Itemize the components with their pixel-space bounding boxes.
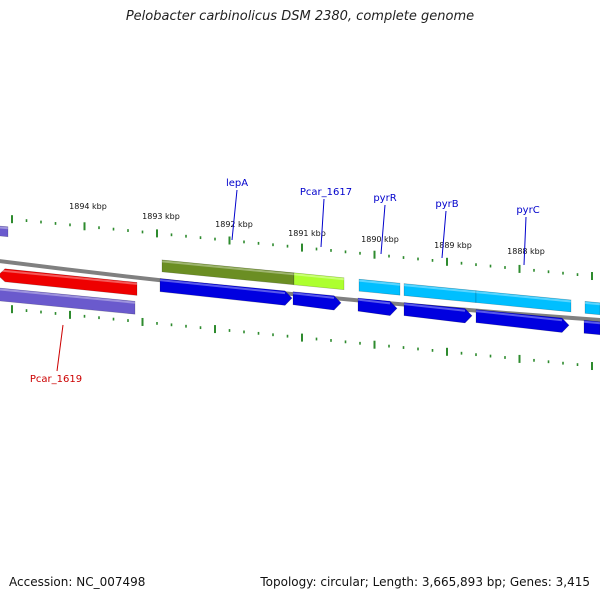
kbp-label: 1894 kbp bbox=[69, 202, 107, 211]
kbp-label: 1888 kbp bbox=[507, 247, 545, 256]
cog-feature-lepA-shade bbox=[161, 260, 295, 276]
cog-feature-edge bbox=[584, 300, 600, 316]
kbp-label: 1893 kbp bbox=[142, 212, 180, 221]
gene-label-pcar-1617: Pcar_1617 bbox=[300, 187, 352, 198]
cds-reverse-pcar-1619 bbox=[0, 287, 136, 315]
cog-feature-pyrC bbox=[475, 290, 572, 313]
cds-forward-pyrC bbox=[475, 309, 570, 333]
cog-feature-pyrB-shade bbox=[403, 284, 477, 294]
cog-feature-pyrR bbox=[358, 278, 401, 296]
gene-label-pyrB-leader bbox=[441, 210, 447, 259]
cds-forward-pyrC-shade bbox=[475, 310, 563, 322]
cds-forward-edge bbox=[583, 319, 600, 336]
cog-feature-edge-left bbox=[0, 225, 9, 238]
gene-feature-pcar-1619 bbox=[0, 268, 138, 296]
gene-label-pcar-1619: Pcar_1619 bbox=[30, 374, 82, 385]
kbp-label: 1890 kbp bbox=[361, 235, 399, 244]
gene-label-pcar-1617-leader bbox=[320, 198, 325, 248]
accession-label: Accession: NC_007498 bbox=[9, 575, 146, 589]
cds-forward-pyrB-shade bbox=[403, 303, 466, 312]
gene-label-pyrC: pyrC bbox=[516, 205, 539, 216]
cds-forward-edge-shade bbox=[583, 320, 600, 325]
gene-label-lepA-leader bbox=[231, 189, 238, 241]
cds-forward-pcar-1617-shade bbox=[292, 292, 335, 299]
gene-label-lepA: lepA bbox=[226, 178, 248, 189]
genome-summary: Topology: circular; Length: 3,665,893 bp… bbox=[260, 575, 590, 589]
cds-reverse-pcar-1619-shade bbox=[0, 288, 136, 304]
cog-feature-pyrC-shade bbox=[475, 291, 572, 303]
gene-feature-pcar-1619-shade bbox=[0, 269, 138, 285]
gene-label-pyrB: pyrB bbox=[435, 199, 458, 210]
cds-forward-lepA bbox=[159, 278, 293, 306]
cds-forward-lepA-shade bbox=[159, 279, 286, 295]
kbp-label: 1889 kbp bbox=[434, 241, 472, 250]
map-title: Pelobacter carbinolicus DSM 2380, comple… bbox=[125, 9, 475, 24]
cog-feature-edge-shade bbox=[584, 301, 600, 306]
cog-feature-pyrR-shade bbox=[358, 279, 401, 286]
cds-forward-pyrR-shade bbox=[357, 298, 391, 305]
gene-label-pcar-1619-leader bbox=[56, 324, 64, 372]
kbp-label: 1891 kbp bbox=[288, 229, 326, 238]
gene-label-pyrR-leader bbox=[380, 204, 386, 255]
cds-forward-pyrR bbox=[357, 297, 398, 316]
cog-feature-edge-left-shade bbox=[0, 226, 9, 230]
cds-forward-pcar-1617 bbox=[292, 291, 342, 311]
gene-label-pyrC-leader bbox=[523, 216, 527, 266]
cog-feature-pcar-1617 bbox=[293, 272, 345, 291]
cds-forward-pyrB bbox=[403, 302, 473, 324]
cog-feature-pcar-1617-shade bbox=[293, 273, 345, 281]
gene-label-pyrR: pyrR bbox=[373, 193, 396, 204]
